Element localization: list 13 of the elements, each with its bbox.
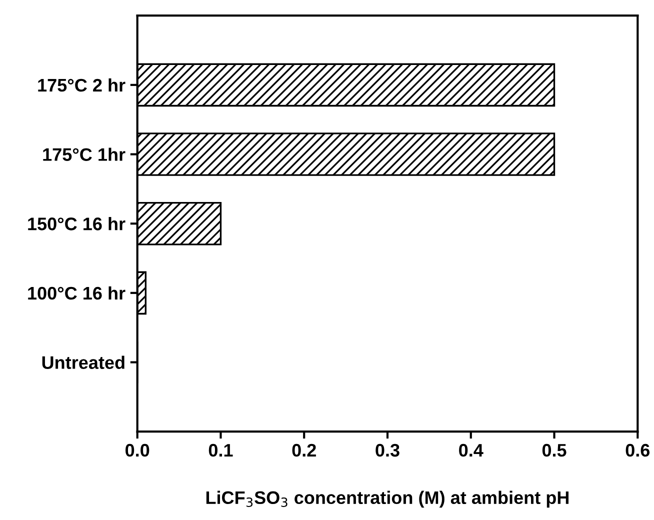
x-axis-title: LiCF$_{3}$SO$_{3}$ concentration (M) at ambient pH xyxy=(206,490,568,508)
x-tick-label: 0.0 xyxy=(126,444,150,457)
y-tick-label: 150°C 16 hr xyxy=(28,217,126,230)
y-tick-label: 175°C 2 hr xyxy=(38,78,126,92)
x-tick-label: 0.5 xyxy=(542,444,566,457)
y-tick-label: 100°C 16 hr xyxy=(28,286,126,300)
x-tick-label: 0.2 xyxy=(292,444,316,457)
x-tick-label: 0.6 xyxy=(626,444,650,457)
x-tick-label: 0.4 xyxy=(459,444,484,457)
y-tick-label: Untreated xyxy=(42,356,124,369)
y-tick-label: 175°C 1hr xyxy=(43,148,126,161)
x-tick-label: 0.1 xyxy=(208,444,233,457)
x-tick-label: 0.3 xyxy=(376,444,400,457)
